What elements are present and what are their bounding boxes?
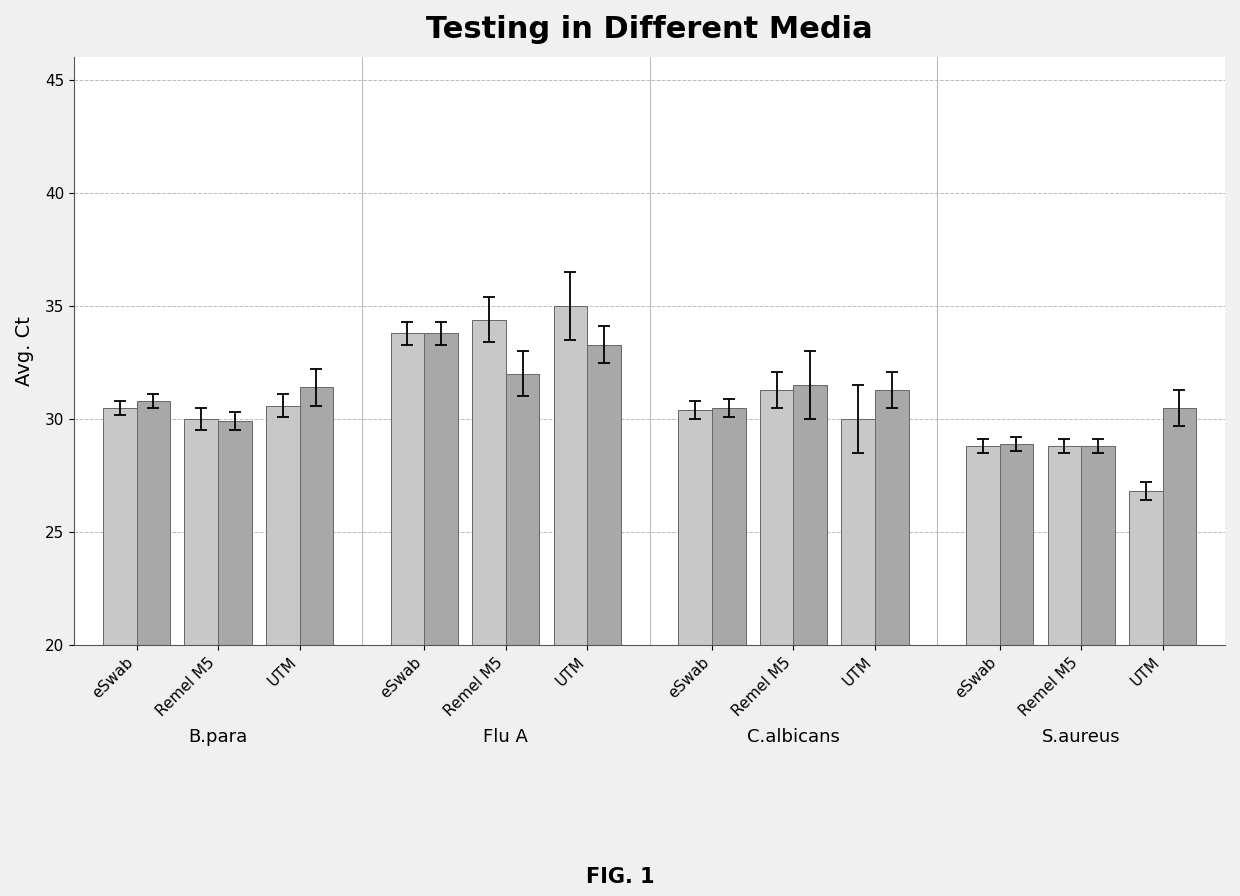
Bar: [185, 419, 218, 896]
Bar: [588, 344, 621, 896]
Bar: [103, 408, 136, 896]
Bar: [842, 419, 875, 896]
Bar: [391, 333, 424, 896]
Bar: [966, 446, 999, 896]
Bar: [554, 306, 588, 896]
Bar: [678, 410, 712, 896]
Bar: [506, 374, 539, 896]
Bar: [712, 408, 745, 896]
Bar: [424, 333, 458, 896]
Bar: [1130, 491, 1163, 896]
Bar: [875, 390, 909, 896]
Text: B.para: B.para: [188, 728, 248, 746]
Bar: [1163, 408, 1197, 896]
Bar: [760, 390, 794, 896]
Bar: [999, 444, 1033, 896]
Bar: [218, 421, 252, 896]
Text: FIG. 1: FIG. 1: [585, 867, 655, 887]
Y-axis label: Avg. Ct: Avg. Ct: [15, 316, 33, 386]
Bar: [267, 406, 300, 896]
Text: S.aureus: S.aureus: [1042, 728, 1121, 746]
Bar: [1048, 446, 1081, 896]
Bar: [794, 385, 827, 896]
Title: Testing in Different Media: Testing in Different Media: [427, 15, 873, 44]
Bar: [472, 320, 506, 896]
Text: Flu A: Flu A: [484, 728, 528, 746]
Text: C.albicans: C.albicans: [746, 728, 839, 746]
Bar: [136, 401, 170, 896]
Bar: [300, 387, 334, 896]
Bar: [1081, 446, 1115, 896]
